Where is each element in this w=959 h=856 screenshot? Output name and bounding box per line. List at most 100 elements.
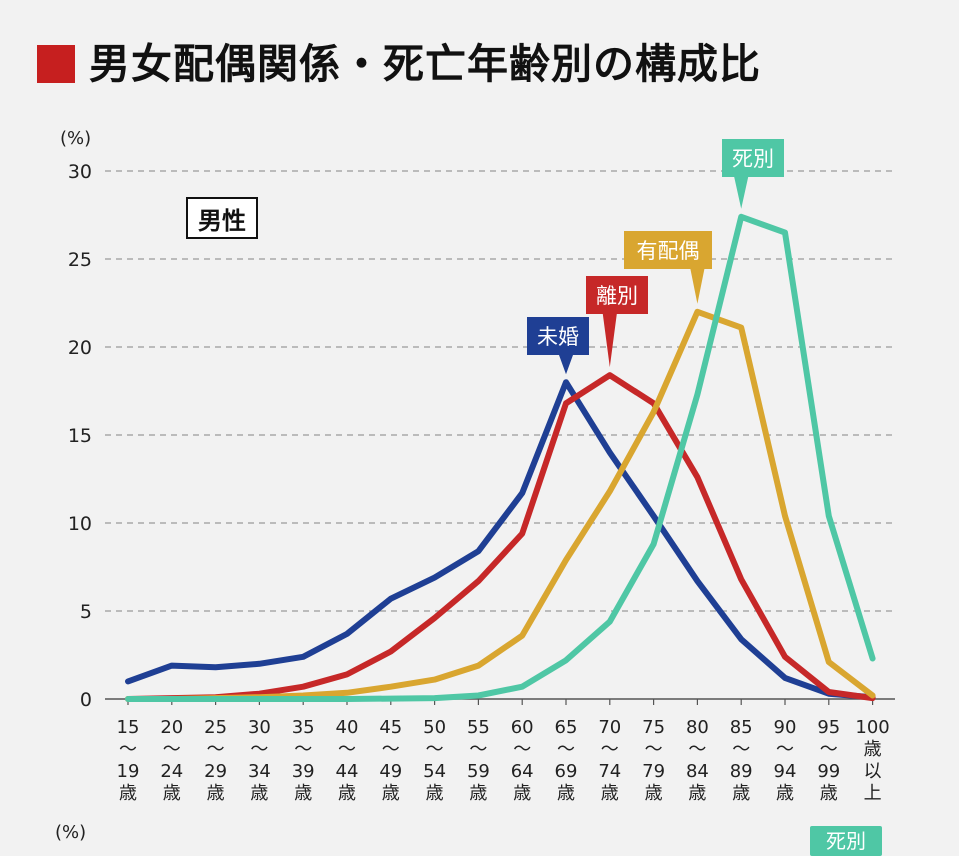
x-tick-label-line: 歳: [426, 783, 444, 804]
series-label-text: 未婚: [537, 325, 579, 349]
x-tick-label: 45〜49歳: [379, 717, 402, 804]
y-axis-unit: (%): [60, 128, 91, 149]
x-tick-label-line: 歳: [820, 783, 838, 804]
x-tick-label-line: 歳: [864, 739, 882, 760]
x-tick-label: 60〜64歳: [511, 717, 534, 804]
x-tick-label-line: 〜: [776, 739, 794, 760]
x-tick-label-line: 歳: [163, 783, 181, 804]
x-tick-label: 35〜39歳: [292, 717, 315, 804]
x-tick-label-line: 79: [642, 761, 665, 782]
x-tick-label-line: 44: [336, 761, 359, 782]
x-tick-label-line: 歳: [557, 783, 575, 804]
series-label: 未婚: [527, 317, 589, 375]
series-line-2: [125, 308, 876, 702]
x-tick-label-line: 15: [117, 717, 140, 738]
y-tick-label: 30: [68, 161, 92, 183]
series-label-text: 死別: [732, 147, 774, 171]
x-tick-label-line: 〜: [469, 739, 487, 760]
series-label: 死別: [722, 139, 784, 209]
x-tick-label-line: 歳: [645, 783, 663, 804]
x-tick-label-line: 24: [160, 761, 183, 782]
series-label-bubble: [722, 139, 784, 209]
x-tick-label-line: 95: [817, 717, 840, 738]
x-tick-label-line: 85: [730, 717, 753, 738]
x-tick-label-line: 歳: [688, 783, 706, 804]
x-tick-label-line: 〜: [557, 739, 575, 760]
x-tick-label-line: 歳: [294, 783, 312, 804]
series-line-3: [125, 213, 876, 702]
x-tick-label-line: 34: [248, 761, 271, 782]
x-tick-label-line: 歳: [601, 783, 619, 804]
x-tick-label-line: 歳: [250, 783, 268, 804]
x-tick-label-line: 〜: [645, 739, 663, 760]
series-label-bubble: [527, 317, 589, 375]
series-lines: [125, 213, 876, 702]
x-axis-ticks: 15〜19歳20〜24歳25〜29歳30〜34歳35〜39歳40〜44歳45〜4…: [117, 699, 890, 804]
x-tick-label: 25〜29歳: [204, 717, 227, 804]
x-tick-label-line: 25: [204, 717, 227, 738]
panel-label-male: 男性: [186, 197, 258, 239]
x-tick-label-line: 歳: [469, 783, 487, 804]
x-tick-label-line: 〜: [601, 739, 619, 760]
x-tick-label-line: 64: [511, 761, 534, 782]
x-tick-label-line: 〜: [820, 739, 838, 760]
x-tick-label-line: 〜: [513, 739, 531, 760]
x-tick-label-line: 75: [642, 717, 665, 738]
x-tick-label: 65〜69歳: [555, 717, 578, 804]
x-tick-label-line: 45: [379, 717, 402, 738]
y-tick-label: 0: [80, 689, 92, 711]
x-tick-label-line: 〜: [294, 739, 312, 760]
x-tick-label: 30〜34歳: [248, 717, 271, 804]
x-tick-label-line: 69: [555, 761, 578, 782]
x-tick-label-line: 65: [555, 717, 578, 738]
x-tick-label-line: 〜: [163, 739, 181, 760]
x-tick-label-line: 歳: [207, 783, 225, 804]
x-tick-label-line: 99: [817, 761, 840, 782]
x-tick-label-line: 49: [379, 761, 402, 782]
x-tick-label-line: 20: [160, 717, 183, 738]
y-tick-label: 20: [68, 337, 92, 359]
x-tick-label-line: 歳: [382, 783, 400, 804]
x-tick-label-line: 94: [774, 761, 797, 782]
x-tick-label: 90〜94歳: [774, 717, 797, 804]
x-tick-label-line: 39: [292, 761, 315, 782]
x-tick-label-line: 30: [248, 717, 271, 738]
x-tick-label-line: 19: [117, 761, 140, 782]
x-tick-label-line: 〜: [338, 739, 356, 760]
x-tick-label-line: 歳: [732, 783, 750, 804]
series-line-1: [125, 372, 876, 702]
x-tick-label-line: 以: [864, 761, 882, 782]
x-tick-label: 95〜99歳: [817, 717, 840, 804]
x-tick-label-line: 54: [423, 761, 446, 782]
x-tick-label-line: 〜: [207, 739, 225, 760]
chart-title: 男女配偶関係・死亡年齢別の構成比: [89, 40, 761, 88]
x-tick-label: 20〜24歳: [160, 717, 183, 804]
x-tick-label-line: 29: [204, 761, 227, 782]
y-tick-label: 25: [68, 249, 92, 271]
y-axis-ticks: 0 5 10 15 20 25 30: [68, 161, 92, 711]
x-tick-label-line: 90: [774, 717, 797, 738]
x-tick-label-line: 〜: [250, 739, 268, 760]
x-tick-label: 75〜79歳: [642, 717, 665, 804]
x-tick-label-line: 55: [467, 717, 490, 738]
x-tick-label-line: 50: [423, 717, 446, 738]
x-tick-label-line: 歳: [776, 783, 794, 804]
series-label: 離別: [586, 276, 648, 368]
x-tick-label-line: 〜: [688, 739, 706, 760]
x-tick-label-line: 100: [855, 717, 889, 738]
series-label-text: 離別: [596, 284, 638, 308]
x-tick-label-line: 60: [511, 717, 534, 738]
x-tick-label-line: 59: [467, 761, 490, 782]
x-tick-label-line: 80: [686, 717, 709, 738]
title-marker: [37, 45, 75, 83]
x-tick-label: 55〜59歳: [467, 717, 490, 804]
x-tick-label-line: 〜: [382, 739, 400, 760]
x-tick-label: 80〜84歳: [686, 717, 709, 804]
x-tick-label-line: 84: [686, 761, 709, 782]
x-tick-label-line: 40: [336, 717, 359, 738]
series-label-bubble: [624, 231, 712, 304]
y-tick-label: 5: [80, 601, 92, 623]
